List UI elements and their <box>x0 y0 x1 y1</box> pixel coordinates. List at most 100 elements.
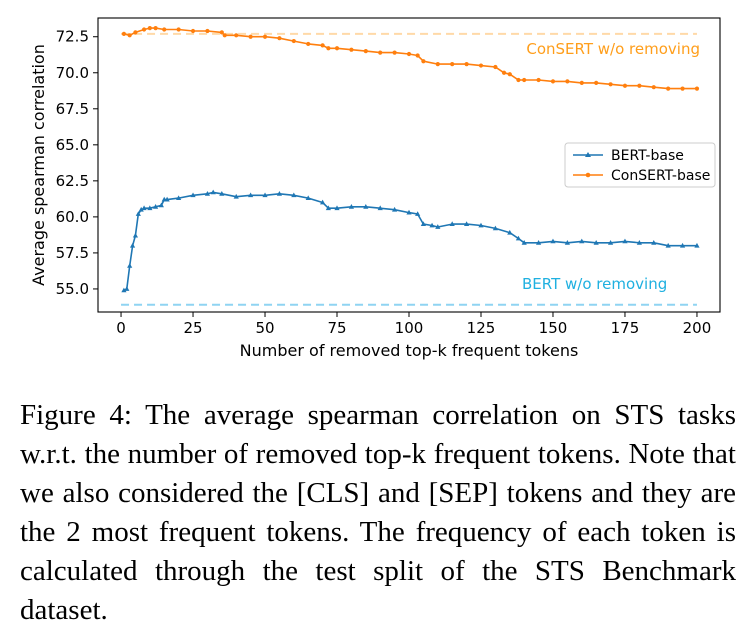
y-tick-label: 67.5 <box>56 100 89 118</box>
data-point <box>622 83 628 88</box>
y-tick-label: 60.0 <box>56 208 89 226</box>
data-point <box>121 287 127 293</box>
y-tick-label: 57.5 <box>56 244 89 262</box>
data-point <box>132 232 139 238</box>
data-point <box>593 240 599 245</box>
data-point <box>334 46 340 51</box>
x-tick-label: 0 <box>116 319 126 337</box>
data-point <box>277 36 282 41</box>
data-point <box>234 33 239 38</box>
data-point <box>363 49 368 54</box>
data-point <box>507 72 512 77</box>
data-point <box>435 224 441 229</box>
data-point <box>334 205 340 211</box>
data-point <box>153 25 158 31</box>
data-point <box>127 263 133 268</box>
legend-label: ConSERT-base <box>611 168 710 184</box>
data-point <box>415 211 421 216</box>
data-point <box>222 33 227 38</box>
data-point <box>147 25 152 31</box>
data-point <box>204 191 211 196</box>
data-point <box>449 221 455 226</box>
x-axis-label: Number of removed top-k frequent tokens <box>240 341 579 360</box>
data-point <box>666 86 671 91</box>
data-point <box>435 62 440 67</box>
y-tick-label: 62.5 <box>56 172 89 190</box>
data-point <box>363 203 369 209</box>
data-point <box>622 238 628 244</box>
data-point <box>392 50 397 55</box>
data-point <box>521 240 527 245</box>
data-point <box>248 34 253 39</box>
legend: BERT-base ConSERT-base <box>564 142 716 188</box>
data-point <box>348 203 355 209</box>
data-point <box>320 199 326 205</box>
data-point <box>291 192 297 198</box>
data-point <box>501 70 507 75</box>
data-point <box>421 59 426 64</box>
data-point <box>550 238 556 244</box>
data-point <box>306 41 311 47</box>
y-tick-label: 70.0 <box>56 64 89 82</box>
data-point <box>450 62 455 67</box>
data-point <box>522 77 527 83</box>
data-point <box>493 64 498 70</box>
series-line <box>123 27 697 90</box>
data-point <box>564 240 570 245</box>
data-point <box>392 206 398 212</box>
legend-marker <box>585 152 591 157</box>
data-point <box>550 79 556 84</box>
data-point <box>406 209 412 215</box>
data-point <box>429 222 435 228</box>
data-point <box>651 85 656 90</box>
data-point <box>492 225 498 231</box>
data-point <box>248 192 254 198</box>
data-point <box>415 53 420 58</box>
data-point <box>129 242 136 248</box>
data-point <box>158 202 164 208</box>
data-point <box>141 205 147 211</box>
data-point <box>679 242 686 248</box>
data-point <box>665 242 671 248</box>
reference-line-label: ConSERT w/o removing <box>526 40 700 58</box>
data-point <box>694 242 700 248</box>
data-point <box>291 38 296 44</box>
data-point <box>127 33 132 38</box>
data-point <box>579 80 584 85</box>
data-point <box>305 195 311 201</box>
data-point <box>176 27 181 32</box>
data-point <box>262 192 268 198</box>
y-tick-label: 65.0 <box>56 136 89 154</box>
data-point <box>463 221 470 226</box>
data-point <box>152 203 159 209</box>
data-point <box>464 62 469 67</box>
data-point <box>378 50 383 55</box>
data-point <box>219 30 224 35</box>
data-point <box>124 286 130 291</box>
data-point <box>515 235 522 241</box>
data-point <box>141 27 147 32</box>
data-point <box>651 240 657 245</box>
x-tick-label: 75 <box>327 319 346 337</box>
data-point <box>325 205 331 211</box>
y-axis-label: Average spearman correlation <box>29 44 48 286</box>
data-point <box>420 221 426 226</box>
data-point <box>694 86 700 91</box>
data-point <box>507 229 513 235</box>
data-point <box>176 195 182 201</box>
data-point <box>121 31 127 36</box>
x-tick-label: 150 <box>539 319 568 337</box>
data-point <box>138 206 144 212</box>
data-point <box>219 191 225 196</box>
data-point <box>349 47 354 52</box>
data-point <box>608 82 613 87</box>
data-point <box>233 193 239 199</box>
data-point <box>637 83 642 88</box>
data-point <box>478 222 484 228</box>
data-point <box>636 240 642 245</box>
data-point <box>162 27 167 32</box>
y-tick-label: 55.0 <box>56 280 89 298</box>
data-point <box>607 240 614 245</box>
data-point <box>565 79 570 84</box>
data-point <box>190 28 196 34</box>
